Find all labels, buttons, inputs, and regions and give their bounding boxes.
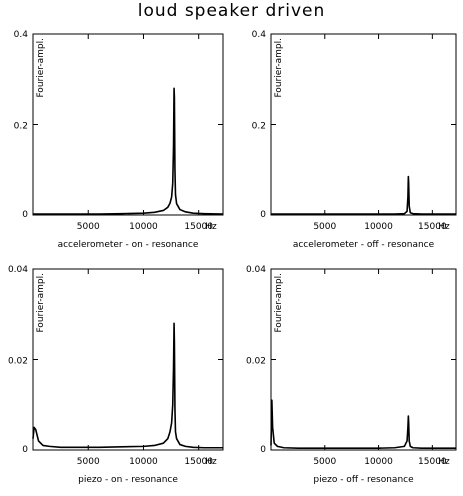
x-tick-label: 5000 <box>77 222 100 232</box>
x-tick-label: 15000 <box>418 222 447 232</box>
y-axis-label: Fourier-ampl. <box>274 38 284 98</box>
y-tick-label: 0.02 <box>246 357 266 367</box>
series-line <box>32 322 223 449</box>
y-tick-label: 0.2 <box>252 122 266 132</box>
x-tick-label: 10000 <box>364 222 393 232</box>
y-tick-label: 0 <box>22 445 28 455</box>
plot-frame <box>32 268 224 451</box>
x-tick-label: 5000 <box>313 457 336 467</box>
y-axis-label: Fourier-ampl. <box>36 38 46 98</box>
plot-frame <box>270 33 457 216</box>
x-tick-label: 10000 <box>364 457 393 467</box>
series-line <box>270 399 456 449</box>
x-unit-label: Hz <box>205 222 217 232</box>
series-line <box>33 87 224 215</box>
y-tick-label: 0 <box>260 445 266 455</box>
x-axis-label: accelerometer - on - resonance <box>58 240 199 250</box>
x-tick-label: 15000 <box>418 457 447 467</box>
x-tick-label: 5000 <box>77 457 100 467</box>
y-tick-label: 0 <box>22 210 28 220</box>
y-tick-label: 0.02 <box>8 357 28 367</box>
y-tick-label: 0 <box>260 210 266 220</box>
x-axis-label: piezo - on - resonance <box>78 475 178 485</box>
x-tick-label: 15000 <box>184 222 213 232</box>
y-tick-label: 0.04 <box>8 265 28 275</box>
y-axis-label: Fourier-ampl. <box>36 273 46 333</box>
x-tick-label: 10000 <box>129 222 158 232</box>
x-axis-label: piezo - off - resonance <box>313 475 414 485</box>
x-tick-label: 10000 <box>129 457 158 467</box>
plot-frame <box>270 268 457 451</box>
x-unit-label: Hz <box>438 457 450 467</box>
x-unit-label: Hz <box>205 457 217 467</box>
x-tick-label: 15000 <box>184 457 213 467</box>
figure-title: loud speaker driven <box>137 1 326 21</box>
plot-frame <box>32 33 224 216</box>
x-axis-label: accelerometer - off - resonance <box>293 240 435 250</box>
x-tick-label: 5000 <box>313 222 336 232</box>
y-tick-label: 0.4 <box>14 30 29 40</box>
y-tick-label: 0.04 <box>246 265 266 275</box>
y-axis-label: Fourier-ampl. <box>274 273 284 333</box>
series-line <box>271 175 456 215</box>
x-unit-label: Hz <box>438 222 450 232</box>
y-tick-label: 0.4 <box>252 30 267 40</box>
y-tick-label: 0.2 <box>14 122 28 132</box>
